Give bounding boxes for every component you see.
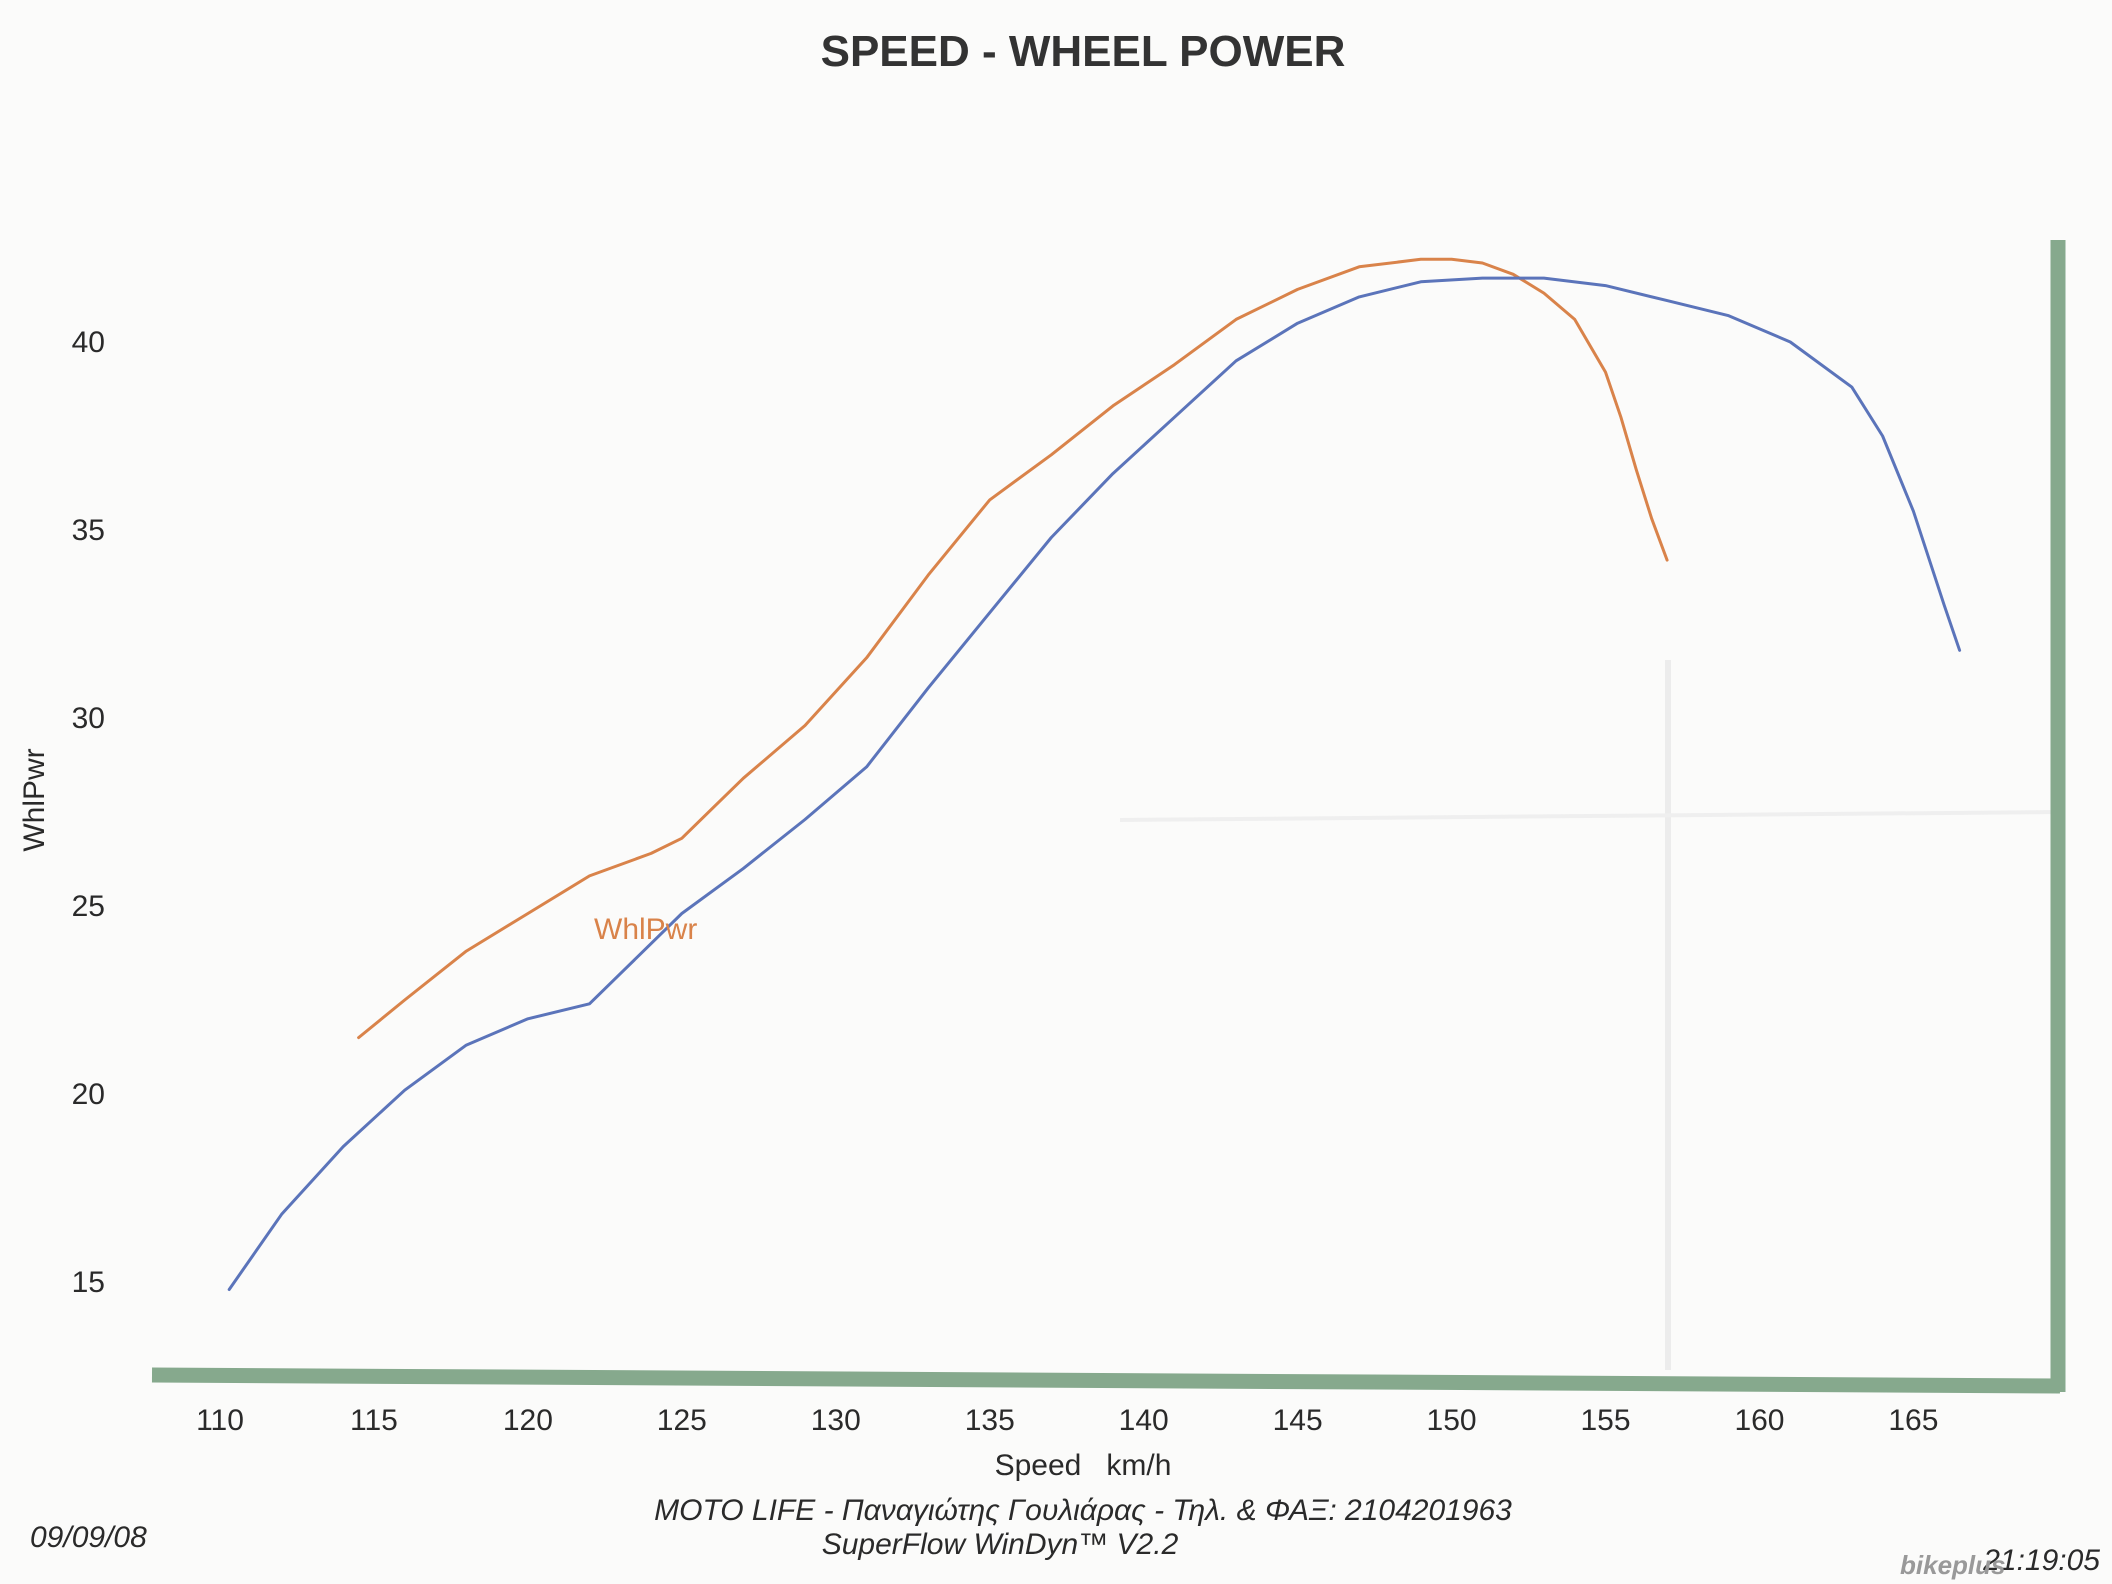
chart-title: SPEED - WHEEL POWER xyxy=(821,27,1346,76)
x-axis-line xyxy=(151,1367,2061,1394)
watermark-logo: bikeplus xyxy=(1900,1550,2005,1580)
x-tick-label: 115 xyxy=(350,1404,398,1437)
footer-line2: SuperFlow WinDyn™ V2.2 xyxy=(822,1528,1179,1561)
footer-time: 21:19:05 xyxy=(1982,1544,2100,1577)
footer-date: 09/09/08 xyxy=(30,1521,147,1554)
x-tick-label: 150 xyxy=(1427,1404,1477,1437)
y-tick-label: 25 xyxy=(72,890,105,923)
x-tick-label: 155 xyxy=(1580,1404,1630,1437)
x-tick-label: 140 xyxy=(1119,1404,1169,1437)
x-tick-label: 125 xyxy=(657,1404,707,1437)
series-line-2 xyxy=(227,276,1962,1291)
y-tick-labels: 15 20 25 30 35 40 xyxy=(72,326,105,1299)
x-tick-labels: 110 115 120 125 130 135 140 145 150 155 160 165 xyxy=(196,1404,1938,1437)
series-line-1 xyxy=(357,257,1669,1040)
fold-mark-horizontal xyxy=(1119,810,2061,822)
y-axis-label: WhlPwr xyxy=(18,748,51,851)
y-tick-label: 40 xyxy=(72,326,105,359)
x-tick-label: 145 xyxy=(1273,1404,1323,1437)
series-label: WhlPwr xyxy=(594,913,697,946)
y-tick-label: 20 xyxy=(72,1078,105,1111)
x-tick-label: 130 xyxy=(811,1404,861,1437)
x-tick-label: 110 xyxy=(196,1404,244,1437)
y-tick-label: 30 xyxy=(72,702,105,735)
y-tick-label: 35 xyxy=(72,514,105,547)
y-tick-label: 15 xyxy=(72,1266,105,1299)
x-tick-label: 135 xyxy=(965,1404,1015,1437)
series-group xyxy=(227,257,1962,1291)
x-tick-label: 160 xyxy=(1734,1404,1784,1437)
x-tick-label: 120 xyxy=(503,1404,553,1437)
x-axis-label: Speed km/h xyxy=(995,1449,1172,1482)
footer-line1: MOTO LIFE - Παναγιώτης Γουλιάρας - Τηλ. … xyxy=(654,1494,1512,1527)
x-tick-label: 165 xyxy=(1888,1404,1938,1437)
